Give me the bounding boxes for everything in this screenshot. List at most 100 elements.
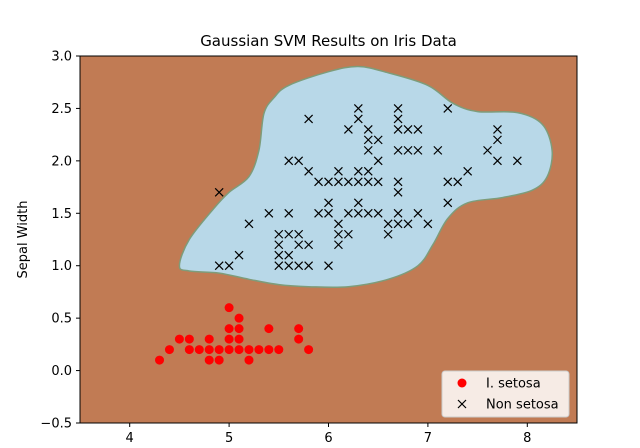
setosa-point — [304, 345, 314, 355]
non-setosa-point — [383, 219, 393, 229]
non-setosa-point — [363, 145, 373, 155]
non-setosa-point — [413, 145, 423, 155]
y-tick-label: 1.5 — [51, 207, 72, 222]
setosa-point — [234, 324, 244, 334]
non-setosa-point — [463, 166, 473, 176]
non-setosa-point — [274, 229, 284, 239]
non-setosa-point — [383, 229, 393, 239]
setosa-point — [234, 313, 244, 323]
setosa-point — [155, 355, 165, 365]
non-setosa-point — [393, 104, 403, 113]
setosa-point — [264, 324, 274, 334]
non-setosa-point — [413, 208, 423, 218]
y-tick-label: 3.0 — [51, 50, 72, 65]
setosa-point — [294, 334, 304, 344]
data-markers — [155, 104, 522, 365]
non-setosa-point — [324, 177, 333, 187]
non-setosa-point — [334, 177, 343, 187]
y-tick-label: 1.0 — [51, 259, 72, 274]
x-tick-label: 6 — [324, 431, 332, 446]
non-setosa-point — [304, 166, 314, 176]
setosa-point — [204, 345, 214, 355]
non-setosa-point — [443, 198, 453, 208]
non-setosa-point — [284, 156, 294, 166]
non-setosa-point — [353, 166, 363, 176]
non-setosa-point — [264, 208, 274, 218]
non-setosa-point — [334, 219, 343, 229]
non-setosa-point — [334, 240, 343, 250]
non-setosa-point — [294, 261, 304, 271]
non-setosa-point — [373, 208, 383, 218]
non-setosa-point — [393, 114, 403, 124]
setosa-point — [194, 345, 204, 355]
non-setosa-point — [483, 145, 492, 155]
setosa-point — [184, 345, 194, 355]
non-setosa-point — [324, 208, 333, 218]
setosa-point — [204, 334, 214, 344]
non-setosa-point — [363, 166, 373, 176]
non-setosa-point — [284, 208, 294, 218]
non-setosa-point — [304, 261, 314, 271]
non-setosa-point — [393, 219, 403, 229]
non-setosa-point — [274, 240, 284, 250]
non-setosa-point — [363, 177, 373, 187]
legend-box — [441, 370, 570, 418]
setosa-point — [234, 345, 244, 355]
non-setosa-point — [274, 261, 284, 271]
x-tick-label: 4 — [126, 431, 134, 446]
non-setosa-point — [493, 135, 502, 145]
non-setosa-point — [353, 208, 363, 218]
x-tick-label: 7 — [424, 431, 432, 446]
y-tick-label: 0.0 — [51, 364, 72, 379]
non-setosa-point — [284, 229, 294, 239]
setosa-point — [457, 378, 467, 388]
non-setosa-point — [413, 124, 423, 134]
non-setosa-point — [457, 399, 467, 409]
non-setosa-point — [284, 261, 294, 271]
setosa-point — [254, 345, 264, 355]
legend-entry: Non setosa — [457, 398, 559, 413]
y-tick-label: 0.5 — [51, 312, 72, 327]
non-setosa-point — [393, 177, 403, 187]
plot-area — [80, 56, 577, 423]
y-tick-label: 2.5 — [51, 102, 72, 117]
setosa-point — [224, 334, 234, 344]
legend-label: Non setosa — [486, 398, 559, 413]
legend-entry: I. setosa — [457, 377, 541, 392]
setosa-point — [244, 345, 254, 355]
non-setosa-point — [343, 208, 353, 218]
non-setosa-point — [314, 177, 323, 187]
non-setosa-point — [314, 208, 323, 218]
non-setosa-point — [443, 104, 453, 113]
non-setosa-point — [453, 177, 463, 187]
y-axis: −0.5 0.0 0.5 1.0 1.5 2.0 2.5 3.0 — [40, 50, 80, 432]
non-setosa-point — [343, 229, 353, 239]
non-setosa-point — [343, 124, 353, 134]
non-setosa-point — [214, 261, 224, 271]
setosa-point — [274, 345, 284, 355]
y-tick-label: −0.5 — [40, 417, 72, 432]
non-setosa-point — [403, 145, 413, 155]
non-setosa-point — [393, 208, 403, 218]
x-axis: 4 5 6 7 8 — [126, 423, 531, 446]
non-setosa-point — [334, 229, 343, 239]
chart-title: Gaussian SVM Results on Iris Data — [200, 32, 457, 50]
non-setosa-point — [294, 156, 304, 166]
setosa-point — [224, 324, 234, 334]
non-setosa-point — [512, 156, 522, 166]
non-setosa-point — [423, 219, 433, 229]
setosa-point — [224, 345, 234, 355]
non-setosa-point — [353, 198, 363, 208]
non-setosa-point — [443, 177, 453, 187]
x-tick-label: 8 — [523, 431, 531, 446]
non-setosa-point — [403, 219, 413, 229]
legend-label: I. setosa — [486, 377, 541, 392]
non-setosa-point — [324, 198, 333, 208]
non-setosa-point — [234, 250, 244, 260]
setosa-point — [294, 324, 304, 334]
non-setosa-point — [304, 114, 314, 124]
non-setosa-point — [244, 219, 254, 229]
setosa-point — [174, 334, 184, 344]
x-tick-label: 5 — [225, 431, 233, 446]
